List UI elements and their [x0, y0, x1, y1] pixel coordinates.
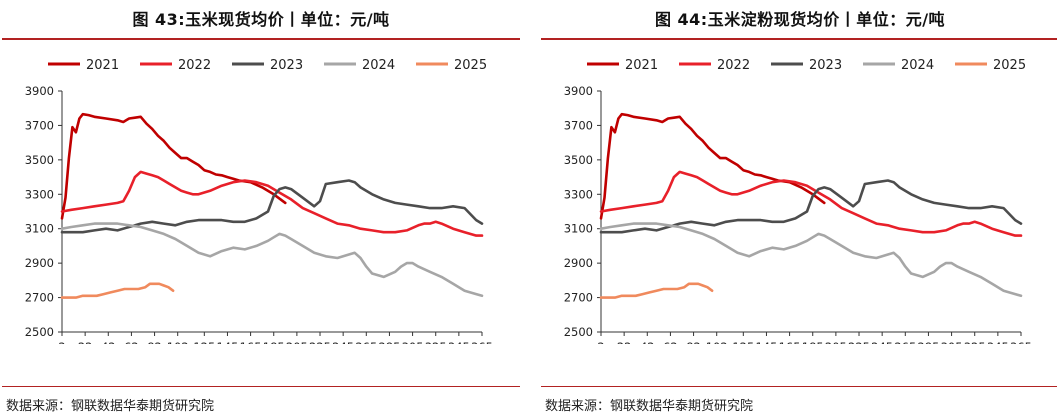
- y-tick-label: 2500: [25, 325, 54, 339]
- y-tick-label: 3500: [564, 153, 593, 167]
- x-tick-label: 305: [402, 340, 424, 344]
- legend-label-2021: 2021: [625, 58, 658, 73]
- x-tick-label: 305: [941, 340, 963, 344]
- y-tick-label: 3500: [25, 153, 54, 167]
- x-tick-label: 265: [894, 340, 916, 344]
- chart-title: 图 43:玉米现货均价丨单位：元/吨: [132, 10, 390, 29]
- x-tick-label: 2: [58, 340, 65, 344]
- legend-label-2023: 2023: [270, 58, 303, 73]
- title-divider: [541, 38, 1057, 40]
- x-tick-label: 225: [848, 340, 870, 344]
- legend-label-2025: 2025: [993, 58, 1026, 73]
- y-tick-label: 2700: [564, 291, 593, 305]
- x-tick-label: 285: [917, 340, 939, 344]
- x-tick-label: 245: [332, 340, 354, 344]
- y-tick-label: 3100: [564, 222, 593, 236]
- y-tick-label: 2900: [25, 256, 54, 270]
- series-line-2025: [599, 282, 714, 299]
- x-tick-label: 165: [240, 340, 262, 344]
- x-tick-label: 22: [78, 340, 93, 344]
- x-tick-label: 42: [640, 340, 655, 344]
- series-line-2022: [60, 170, 484, 237]
- legend-label-2024: 2024: [901, 58, 934, 73]
- series-line-2022: [599, 170, 1023, 237]
- title-divider: [2, 38, 520, 40]
- x-tick-label: 325: [964, 340, 986, 344]
- legend-label-2024: 2024: [362, 58, 395, 73]
- x-tick-label: 165: [779, 340, 801, 344]
- series-line-2024: [60, 222, 484, 298]
- y-tick-label: 3300: [25, 187, 54, 201]
- legend-label-2025: 2025: [454, 58, 487, 73]
- series-line-2023: [60, 179, 484, 234]
- x-tick-label: 145: [755, 340, 777, 344]
- data-source-note: 数据来源：钢联数据华泰期货研究院: [6, 399, 215, 414]
- legend-label-2022: 2022: [717, 58, 750, 73]
- series-line-2021: [60, 112, 287, 220]
- x-tick-label: 145: [216, 340, 238, 344]
- y-tick-label: 3700: [564, 118, 593, 132]
- x-tick-label: 125: [732, 340, 754, 344]
- x-tick-label: 285: [378, 340, 400, 344]
- x-tick-label: 42: [101, 340, 116, 344]
- y-tick-label: 3100: [25, 222, 54, 236]
- legend-label-2023: 2023: [809, 58, 842, 73]
- x-tick-label: 325: [425, 340, 447, 344]
- chart-panel-corn-starch: 图 44:玉米淀粉现货均价丨单位：元/吨 2021 2022 2023 2024 202…: [541, 0, 1057, 419]
- y-tick-label: 2900: [564, 256, 593, 270]
- x-tick-label: 125: [193, 340, 215, 344]
- data-source-note: 数据来源：钢联数据华泰期货研究院: [545, 399, 754, 414]
- x-tick-label: 225: [309, 340, 331, 344]
- footer-divider: [2, 386, 520, 387]
- x-tick-label: 245: [871, 340, 893, 344]
- x-tick-label: 82: [686, 340, 701, 344]
- legend-label-2022: 2022: [178, 58, 211, 73]
- chart-panel-corn: 图 43:玉米现货均价丨单位：元/吨 2021 2022 2023 2024 2025 2…: [2, 0, 520, 419]
- corn-price-line-chart: 2021 2022 2023 2024 2025 2500 2700 2900 3100 3300…: [25, 58, 493, 344]
- corn-starch-price-line-chart: 2021 2022 2023 2024 2025 2500 2700 2900 3100 3300…: [564, 58, 1032, 344]
- x-tick-label: 2: [597, 340, 604, 344]
- series-line-2025: [60, 282, 175, 299]
- x-tick-label: 185: [263, 340, 285, 344]
- chart-title: 图 44:玉米淀粉现货均价丨单位：元/吨: [654, 10, 946, 29]
- series-line-2024: [599, 222, 1023, 298]
- y-tick-label: 3700: [25, 118, 54, 132]
- x-tick-label: 365: [1010, 340, 1032, 344]
- legend-label-2021: 2021: [86, 58, 119, 73]
- x-tick-label: 185: [802, 340, 824, 344]
- x-tick-label: 365: [471, 340, 493, 344]
- x-tick-label: 345: [448, 340, 470, 344]
- x-tick-label: 345: [987, 340, 1009, 344]
- x-tick-label: 102: [706, 340, 728, 344]
- x-tick-label: 205: [825, 340, 847, 344]
- y-tick-label: 2500: [564, 325, 593, 339]
- series-line-2023: [599, 179, 1023, 234]
- y-tick-label: 3300: [564, 187, 593, 201]
- y-tick-label: 2700: [25, 291, 54, 305]
- x-tick-label: 82: [147, 340, 162, 344]
- y-tick-label: 3900: [564, 84, 593, 98]
- series-line-2021: [599, 112, 826, 220]
- x-tick-label: 22: [617, 340, 632, 344]
- footer-divider: [541, 386, 1057, 387]
- x-tick-label: 62: [124, 340, 139, 344]
- x-tick-label: 265: [355, 340, 377, 344]
- y-tick-label: 3900: [25, 84, 54, 98]
- x-tick-label: 62: [663, 340, 678, 344]
- x-tick-label: 102: [167, 340, 189, 344]
- x-tick-label: 205: [286, 340, 308, 344]
